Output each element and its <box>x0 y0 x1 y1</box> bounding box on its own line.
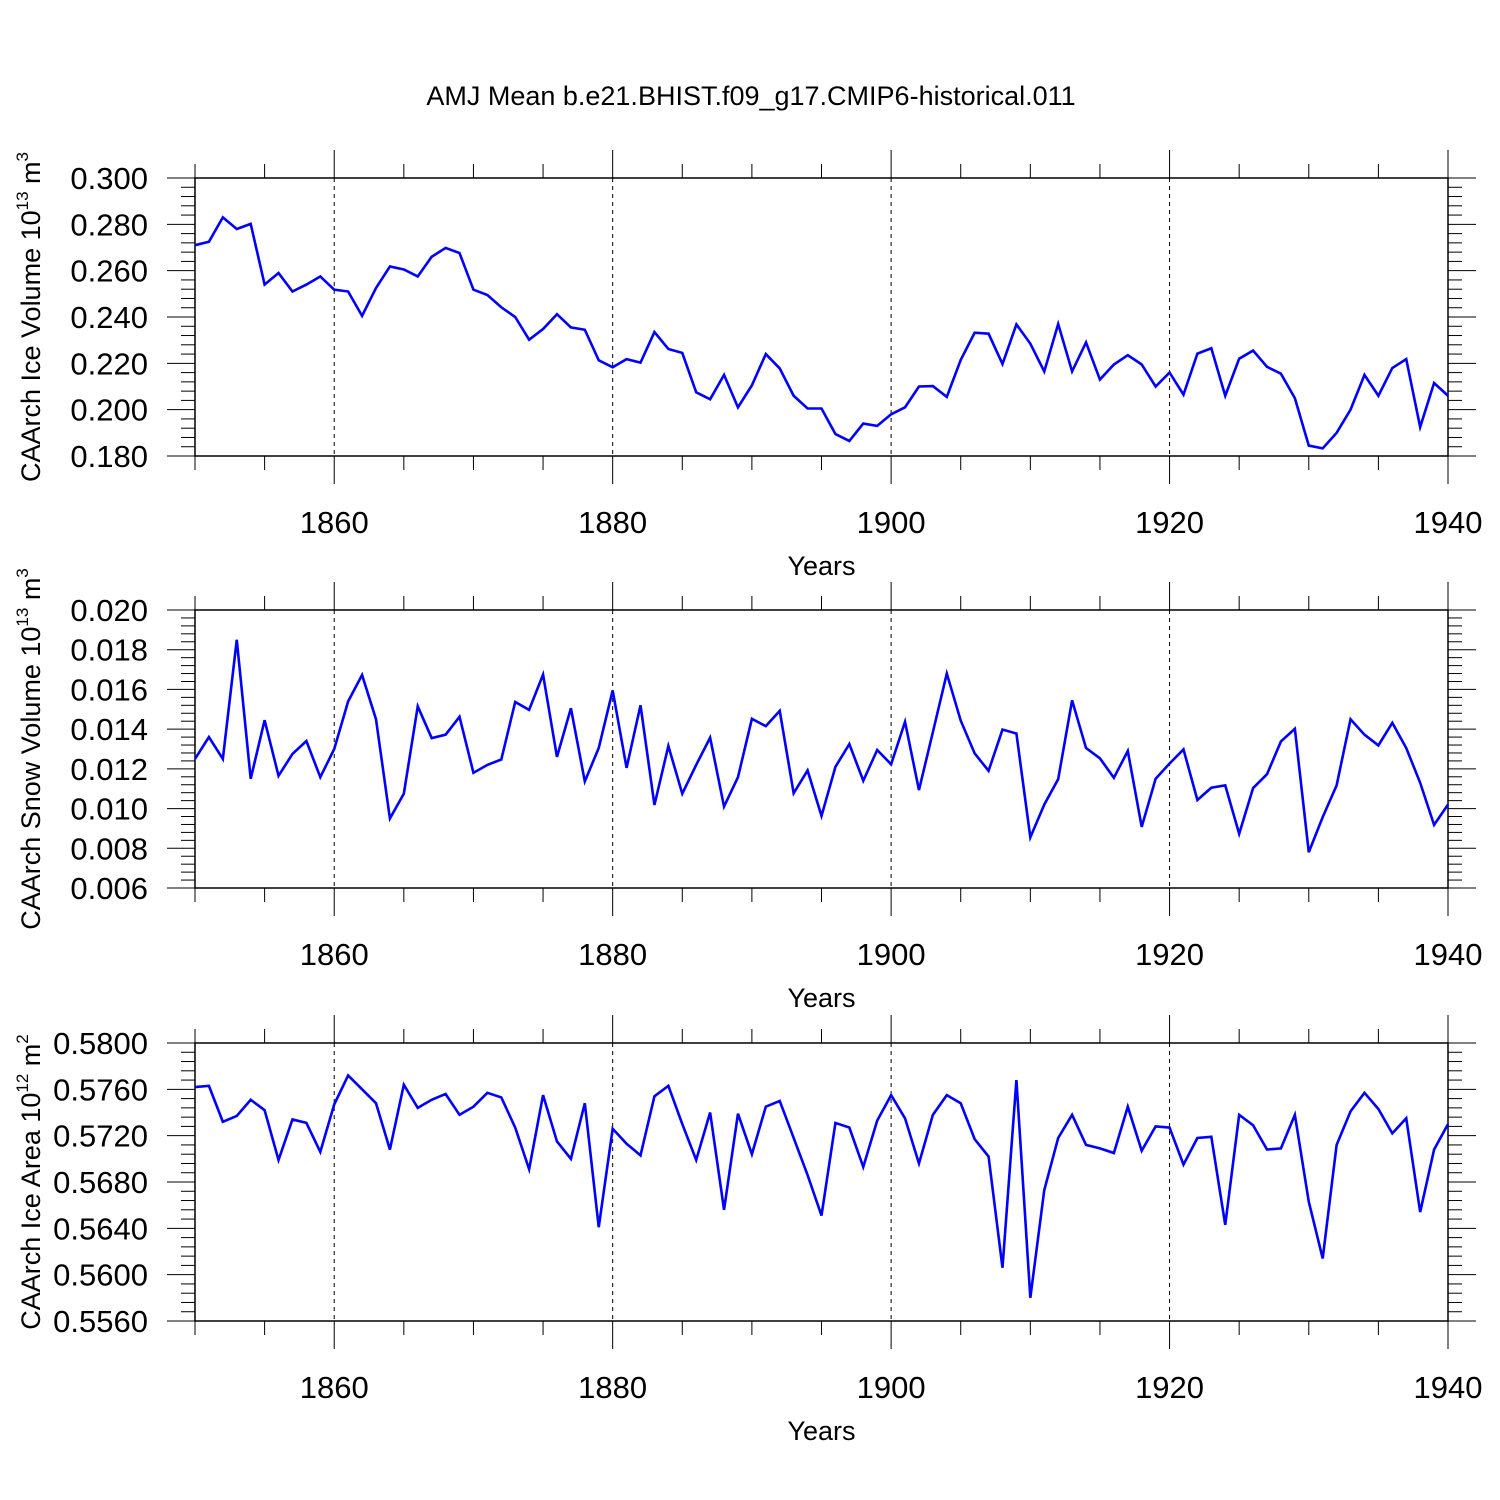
x-tick-label: 1860 <box>300 1370 369 1405</box>
y-tick-label: 0.014 <box>70 712 148 747</box>
y-tick-label: 0.008 <box>70 831 148 866</box>
series-line <box>193 639 1450 853</box>
x-tick-label: 1940 <box>1414 1370 1483 1405</box>
x-tick-label: 1880 <box>578 1370 647 1405</box>
y-tick-label: 0.5760 <box>53 1072 148 1107</box>
x-axis-label: Years <box>787 551 855 581</box>
x-tick-label: 1900 <box>857 1370 926 1405</box>
y-axis-label-text: CAArch Ice Volume 10 <box>16 210 46 482</box>
y-tick-label: 0.5680 <box>53 1165 148 1200</box>
y-tick-label: 0.220 <box>70 346 148 381</box>
y-tick-label: 0.006 <box>70 871 148 906</box>
x-axis-label: Years <box>787 983 855 1013</box>
y-tick-label: 0.5640 <box>53 1211 148 1246</box>
y-tick-label: 0.018 <box>70 633 148 668</box>
y-tick-label: 0.012 <box>70 752 148 787</box>
x-tick-label: 1900 <box>857 937 926 972</box>
y-tick-label: 0.240 <box>70 300 148 335</box>
y-axis-label-text: CAArch Ice Area 10 <box>16 1093 46 1330</box>
x-tick-label: 1940 <box>1414 937 1483 972</box>
chart-title: AMJ Mean b.e21.BHIST.f09_g17.CMIP6-histo… <box>426 81 1075 111</box>
panel-ice-volume: 0.180 0.200 0.220 0.240 0.260 0.280 0.300 1860 1… <box>13 150 1482 581</box>
y-tick-label: 0.5560 <box>53 1304 148 1339</box>
y-axis-label: CAArch Ice Area 1012 m2 <box>13 1034 46 1330</box>
panel-snow-volume: 0.006 0.008 0.010 0.012 0.014 0.016 0.018 0.020… <box>13 568 1482 1013</box>
y-axis-label-exponent: 13 <box>13 191 32 210</box>
y-axis-label-exponent: 13 <box>13 608 32 627</box>
x-tick-label: 1920 <box>1135 505 1204 540</box>
y-axis-label-unit: m <box>16 578 46 608</box>
y-axis-label: CAArch Ice Volume 1013 m3 <box>13 152 46 482</box>
y-tick-label: 0.260 <box>70 254 148 289</box>
y-axis-label-exponent: 12 <box>13 1074 32 1093</box>
x-tick-label: 1900 <box>857 505 926 540</box>
x-tick-label: 1920 <box>1135 1370 1204 1405</box>
y-tick-label: 0.300 <box>70 161 148 196</box>
y-axis-label-power: 3 <box>13 152 32 161</box>
y-axis-label-unit: m <box>16 1044 46 1074</box>
x-axis-label: Years <box>787 1416 855 1446</box>
series-line <box>194 1073 1450 1298</box>
y-tick-label: 0.5600 <box>53 1258 148 1293</box>
y-tick-label: 0.280 <box>70 207 148 242</box>
y-axis-label: CAArch Snow Volume 1013 m3 <box>13 568 46 930</box>
y-axis-label-power: 2 <box>13 1034 32 1043</box>
x-tick-label: 1860 <box>300 505 369 540</box>
y-axis-label-text: CAArch Snow Volume 10 <box>16 627 46 930</box>
x-tick-label: 1940 <box>1414 505 1483 540</box>
x-tick-label: 1880 <box>578 505 647 540</box>
y-tick-label: 0.010 <box>70 792 148 827</box>
y-axis-label-unit: m <box>16 161 46 191</box>
x-tick-label: 1860 <box>300 937 369 972</box>
panel-ice-area: 0.5560 0.5600 0.5640 0.5680 0.5720 0.5760 0.58… <box>13 1015 1482 1446</box>
x-tick-label: 1880 <box>578 937 647 972</box>
y-tick-label: 0.5720 <box>53 1119 148 1154</box>
y-tick-label: 0.016 <box>70 672 148 707</box>
y-tick-label: 0.200 <box>70 393 148 428</box>
x-tick-label: 1920 <box>1135 937 1204 972</box>
y-tick-label: 0.020 <box>70 593 148 628</box>
y-tick-label: 0.5800 <box>53 1026 148 1061</box>
y-axis-label-power: 3 <box>13 568 32 577</box>
series-line <box>194 215 1449 450</box>
y-tick-label: 0.180 <box>70 439 148 474</box>
